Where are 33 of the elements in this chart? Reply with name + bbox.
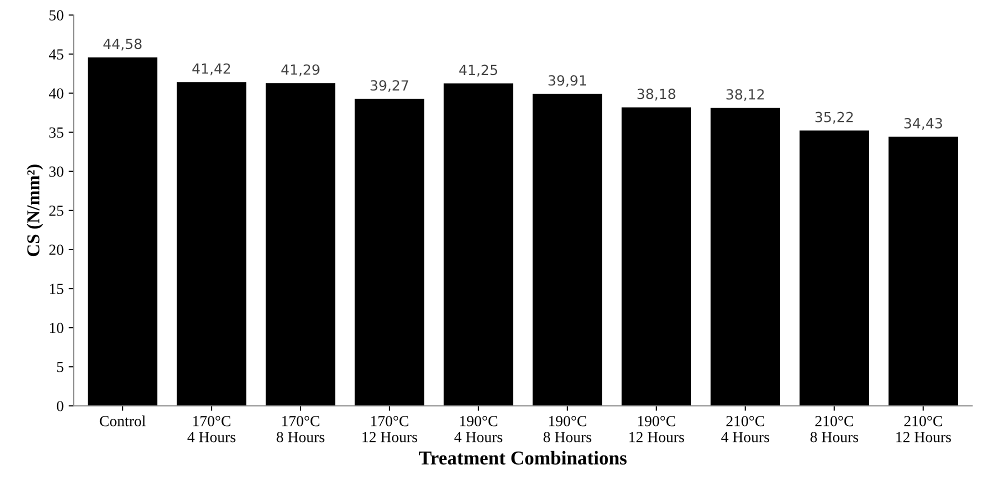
data-label: 34,43 (904, 118, 942, 130)
x-tick-label: 210°C 8 Hours (810, 416, 858, 442)
data-label: 41,29 (281, 64, 320, 76)
data-label: 44,58 (103, 38, 142, 51)
x-tick-label: Control (100, 416, 146, 426)
y-axis-title: CS (N/mm²) (26, 164, 44, 256)
data-label: 38,12 (726, 89, 764, 102)
y-tick-label: 25 (49, 206, 64, 216)
x-tick-label: 210°C 4 Hours (721, 416, 770, 442)
y-tick-label: 50 (50, 10, 64, 20)
x-tick-label: 190°C 8 Hours (544, 416, 592, 442)
x-tick-label: 190°C 4 Hours (454, 416, 502, 442)
data-label: 41,42 (192, 63, 230, 76)
y-tick-label: 0 (56, 400, 64, 412)
x-axis-title: Treatment Combinations (419, 450, 627, 465)
x-tick-label: 170°C 8 Hours (276, 416, 324, 442)
y-tick-label: 20 (49, 244, 64, 255)
y-tick-label: 10 (50, 322, 64, 334)
y-tick-label: 35 (49, 127, 64, 138)
x-tick-label: 170°C 4 Hours (187, 416, 236, 442)
data-label: 39,91 (548, 75, 586, 88)
x-tick-label: 170°C 12 Hours (362, 416, 418, 442)
y-tick-label: 45 (48, 49, 64, 60)
data-label: 38,18 (638, 88, 676, 101)
x-tick-label: 190°C 12 Hours (629, 416, 684, 442)
y-tick-label: 30 (49, 166, 64, 177)
data-label: 35,22 (815, 112, 853, 124)
y-tick-label: 5 (57, 362, 64, 372)
y-tick-label: 40 (48, 88, 64, 99)
data-label: 39,27 (370, 80, 408, 92)
data-label: 41,25 (459, 64, 498, 77)
x-tick-label: 210°C 12 Hours (896, 416, 951, 442)
y-tick-label: 15 (50, 284, 64, 294)
